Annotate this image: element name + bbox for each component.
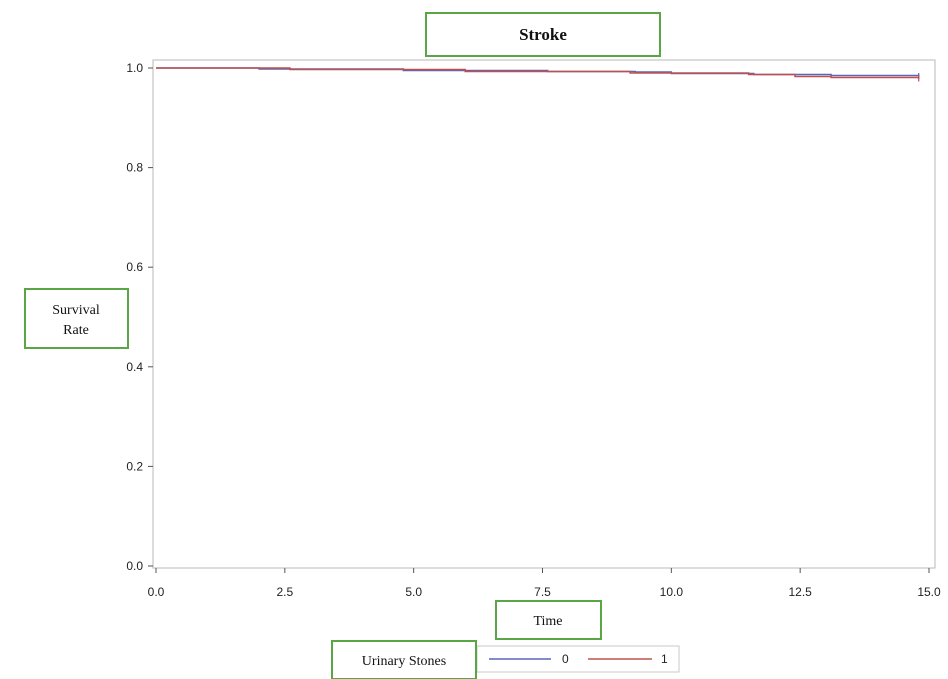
series-line-1: [156, 67, 920, 79]
x-tick-label-4: 10.0: [660, 585, 684, 599]
x-tick-label-5: 12.5: [788, 585, 812, 599]
plot-frame: [152, 59, 936, 569]
legend-label-series-0: 0: [562, 652, 569, 666]
x-tick-label-3: 7.5: [534, 585, 551, 599]
title-frame: [425, 12, 661, 57]
xlabel-box: Time: [495, 600, 602, 640]
legend-title: Urinary Stones: [362, 654, 446, 669]
x-tick-label-0: 0.0: [148, 585, 165, 599]
ylabel-line-2: Rate: [63, 323, 89, 338]
ylabel-line-1: Survival: [52, 303, 100, 318]
xlabel-frame: [495, 600, 602, 640]
chart-title: Stroke: [519, 25, 567, 44]
legend: Urinary Stones 0 1: [331, 640, 680, 679]
y-tick-label-5: 1.0: [126, 61, 143, 75]
x-axis-label: Time: [533, 614, 562, 629]
ylabel-frame: [24, 288, 129, 349]
ylabel-box: Survival Rate: [24, 288, 129, 349]
title-box: Stroke: [425, 12, 661, 57]
y-tick-label-0: 0.0: [126, 559, 143, 573]
legend-label-series-1: 1: [661, 652, 668, 666]
y-tick-label-3: 0.6: [126, 260, 143, 274]
legend-title-frame: [331, 640, 477, 679]
y-tick-label-4: 0.8: [126, 161, 143, 175]
x-tick-label-2: 5.0: [405, 585, 422, 599]
x-tick-label-1: 2.5: [276, 585, 293, 599]
y-tick-label-2: 0.4: [126, 360, 143, 374]
x-tick-label-6: 15.0: [917, 585, 941, 599]
y-axis: 0.0 0.2 0.4 0.6 0.8 1.0: [126, 61, 153, 573]
series-layer: [156, 67, 920, 82]
y-tick-label-1: 0.2: [126, 459, 143, 473]
x-axis: 0.0 2.5 5.0 7.5 10.0 12.5 15.0: [148, 568, 941, 599]
